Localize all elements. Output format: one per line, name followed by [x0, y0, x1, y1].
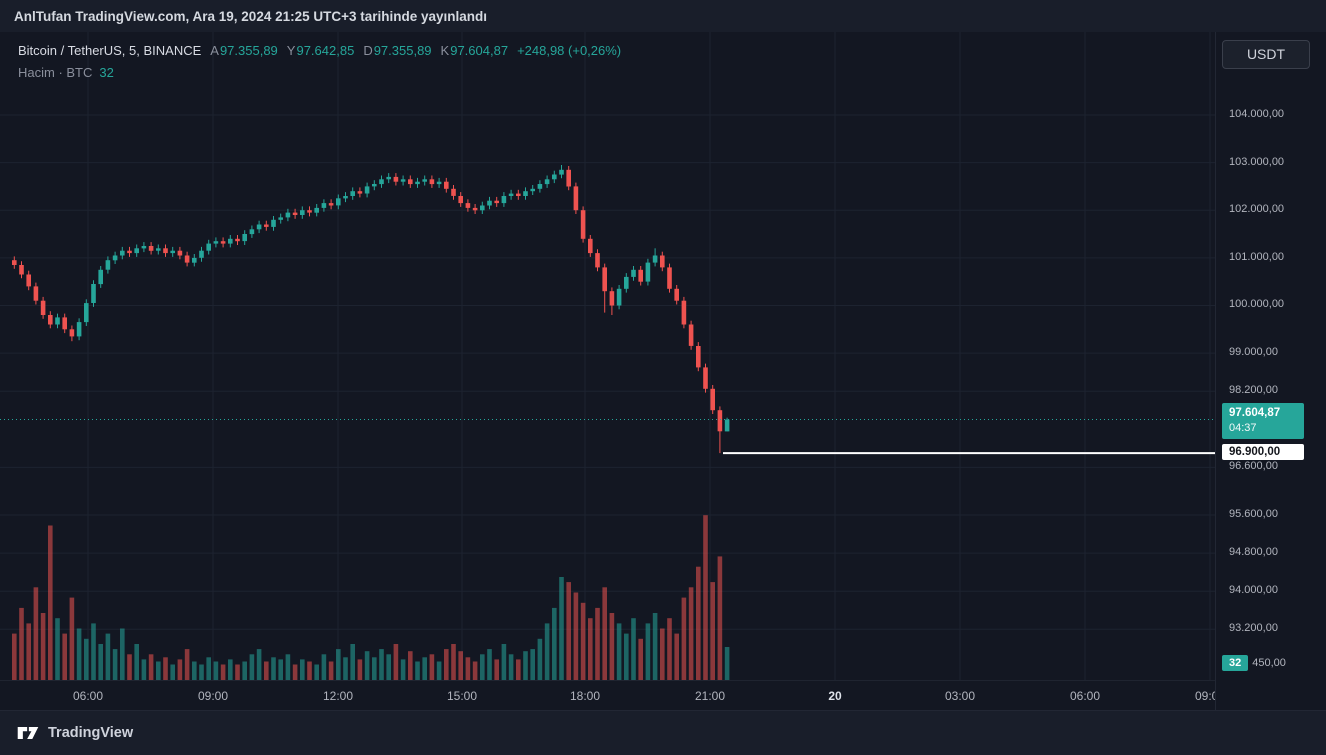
change-value: +248,98 (+0,26%)	[517, 43, 622, 58]
tradingview-logo-icon[interactable]	[16, 721, 40, 745]
time-label: 06:00	[1069, 689, 1101, 703]
volume-axis-row: 32 450,00	[1222, 655, 1286, 671]
time-axis[interactable]: 06:00 09:00 12:00 15:00 18:00 21:00 20 03:00 06:…	[0, 680, 1215, 710]
price-axis[interactable]: USDT 97.604,87 04:37 96.900,00 32 450,00…	[1215, 32, 1326, 710]
chart-legend: Bitcoin / TetherUS, 5, BINANCE A97.355,89…	[18, 43, 621, 80]
ohlc-value: 97.355,89	[373, 43, 432, 58]
legend-row-volume: Hacim · BTC 32	[18, 65, 621, 80]
price-label: 104.000,00	[1229, 108, 1285, 120]
ohlc-letter: D	[363, 43, 373, 58]
currency-toggle-button[interactable]: USDT	[1222, 40, 1310, 69]
price-label: 99.000,00	[1229, 346, 1278, 358]
time-label: 20	[828, 689, 842, 703]
price-label: 100.000,00	[1229, 298, 1285, 310]
price-label: 101.000,00	[1229, 251, 1285, 263]
ohlc-value: 97.604,87	[450, 43, 509, 58]
ohlc-letter: A	[210, 43, 219, 58]
publish-info: AnlTufan TradingView.com, Ara 19, 2024 2…	[14, 8, 488, 24]
price-label: 98.200,00	[1229, 384, 1278, 396]
price-label: 96.600,00	[1229, 460, 1278, 472]
ohlc-value: 97.355,89	[219, 43, 278, 58]
time-label: 03:00	[944, 689, 976, 703]
chart-canvas[interactable]: Bitcoin / TetherUS, 5, BINANCE A97.355,89…	[0, 32, 1215, 710]
price-label: 102.000,00	[1229, 203, 1285, 215]
ohlc-letter: Y	[286, 43, 296, 58]
time-label: 09:00	[1194, 689, 1215, 703]
time-label: 18:00	[569, 689, 601, 703]
price-label: 93.200,00	[1229, 622, 1278, 634]
symbol-title[interactable]: Bitcoin / TetherUS, 5, BINANCE	[18, 43, 202, 58]
footer: TradingView	[0, 710, 1326, 755]
ohlc-value: 97.642,85	[296, 43, 355, 58]
volume-value: 32	[99, 65, 114, 80]
time-label: 09:00	[197, 689, 229, 703]
bar-countdown: 04:37	[1229, 422, 1257, 434]
ohlc-values: A97.355,89 Y97.642,85 D97.355,89 K97.604,87	[201, 43, 508, 58]
publish-bar: AnlTufan TradingView.com, Ara 19, 2024 2…	[0, 0, 1326, 32]
price-label: 103.000,00	[1229, 156, 1285, 168]
time-label: 21:00	[694, 689, 726, 703]
candlestick-chart[interactable]	[0, 32, 1215, 680]
last-price-value: 97.604,87	[1229, 407, 1281, 419]
time-label: 12:00	[322, 689, 354, 703]
volume-axis-badge: 32	[1222, 655, 1249, 671]
price-label: 94.000,00	[1229, 584, 1278, 596]
time-label: 15:00	[446, 689, 478, 703]
legend-row-symbol: Bitcoin / TetherUS, 5, BINANCE A97.355,89…	[18, 43, 621, 58]
brand-name[interactable]: TradingView	[48, 725, 134, 741]
ohlc-letter: K	[440, 43, 450, 58]
price-label: 94.800,00	[1229, 546, 1278, 558]
volume-axis-label: 450,00	[1252, 657, 1286, 669]
last-price-badge: 97.604,87 04:37	[1222, 403, 1304, 439]
time-label: 06:00	[72, 689, 104, 703]
drawn-line-price-badge: 96.900,00	[1222, 444, 1304, 460]
volume-label: Hacim · BTC	[18, 65, 93, 80]
price-label: 95.600,00	[1229, 508, 1278, 520]
